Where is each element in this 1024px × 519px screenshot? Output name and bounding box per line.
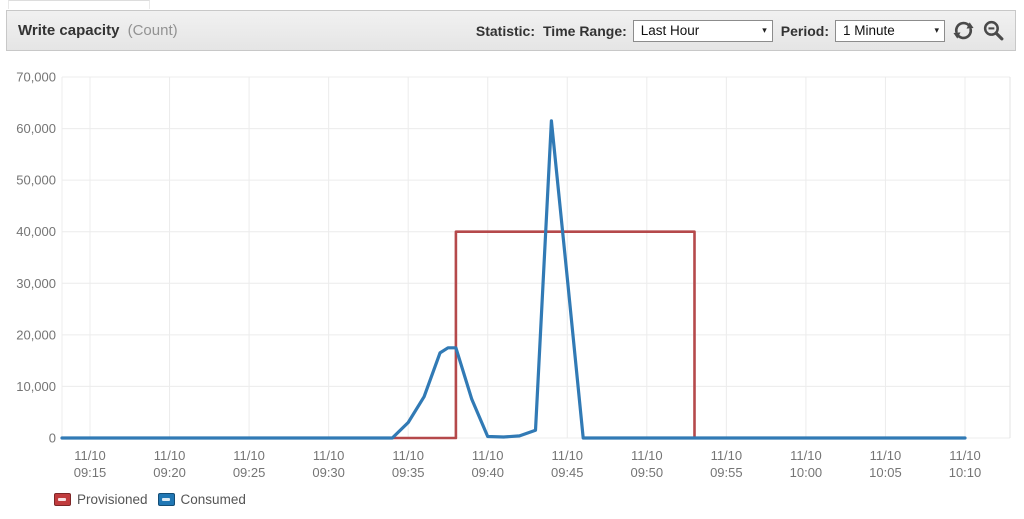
consumed-swatch-icon (157, 493, 175, 506)
y-tick-label: 30,000 (16, 276, 56, 291)
y-tick-label: 60,000 (16, 121, 56, 136)
x-tick-date-label: 11/10 (233, 448, 265, 463)
chevron-down-icon: ▾ (762, 24, 767, 35)
chart-title: Write capacity (Count) (7, 22, 178, 39)
x-tick-time-label: 09:20 (153, 465, 186, 480)
x-tick-time-label: 09:30 (312, 465, 345, 480)
x-tick-time-label: 09:25 (233, 465, 266, 480)
x-tick-time-label: 10:00 (790, 465, 823, 480)
metric-unit: (Count) (127, 22, 178, 39)
x-tick-time-label: 09:45 (551, 465, 584, 480)
chart-area: 0 10,000 20,000 30,000 40,000 50,000 60,000 70,… (0, 52, 1024, 519)
y-tick-label: 10,000 (16, 379, 56, 394)
legend-item-provisioned: Provisioned (54, 492, 148, 507)
y-tick-label: 20,000 (16, 327, 56, 342)
chart-legend: Provisioned Consumed (54, 492, 256, 507)
x-tick-date-label: 11/10 (949, 448, 981, 463)
metric-name: Write capacity (18, 22, 120, 39)
period-label: Period: (780, 22, 829, 39)
x-tick-date-label: 11/10 (392, 448, 424, 463)
x-tick-time-label: 09:50 (631, 465, 664, 480)
chart-toolbar: Write capacity (Count) Statistic: Time R… (6, 10, 1016, 51)
x-tick-date-label: 11/10 (711, 448, 743, 463)
consumed-line (60, 119, 967, 440)
refresh-icon[interactable] (952, 19, 975, 42)
x-tick-date-label: 11/10 (313, 448, 345, 463)
x-tick-time-label: 09:15 (74, 465, 107, 480)
tab-remnant (8, 0, 150, 9)
y-tick-label: 70,000 (16, 70, 56, 85)
toolbar-controls: Statistic: Time Range: Last Hour ▾ Perio… (468, 19, 1015, 42)
x-tick-date-label: 11/10 (154, 448, 186, 463)
legend-label: Consumed (180, 492, 246, 507)
time-range-label: Time Range: (543, 22, 627, 39)
period-select[interactable]: 1 Minute ▾ (835, 19, 945, 42)
statistic-label: Statistic: (475, 22, 535, 39)
legend-label: Provisioned (77, 492, 148, 507)
chevron-down-icon: ▾ (934, 24, 939, 35)
x-tick-date-label: 11/10 (472, 448, 504, 463)
x-tick-date-label: 11/10 (790, 448, 822, 463)
y-tick-label: 40,000 (16, 224, 56, 239)
y-tick-label: 50,000 (16, 173, 56, 188)
zoom-out-icon[interactable] (982, 19, 1005, 42)
provisioned-swatch-icon (54, 493, 71, 506)
time-range-select[interactable]: Last Hour ▾ (632, 19, 773, 42)
period-value: 1 Minute (843, 23, 895, 38)
x-tick-date-label: 11/10 (631, 448, 663, 463)
x-tick-date-label: 11/10 (870, 448, 902, 463)
legend-item-consumed: Consumed (157, 492, 246, 507)
x-tick-time-label: 10:10 (949, 465, 982, 480)
x-tick-time-label: 09:55 (710, 465, 743, 480)
y-tick-label: 0 (49, 431, 56, 446)
x-tick-date-label: 11/10 (74, 448, 106, 463)
x-tick-time-label: 10:05 (869, 465, 902, 480)
x-tick-time-label: 09:40 (471, 465, 504, 480)
x-tick-date-label: 11/10 (551, 448, 583, 463)
time-range-value: Last Hour (640, 23, 700, 38)
x-tick-time-label: 09:35 (392, 465, 425, 480)
